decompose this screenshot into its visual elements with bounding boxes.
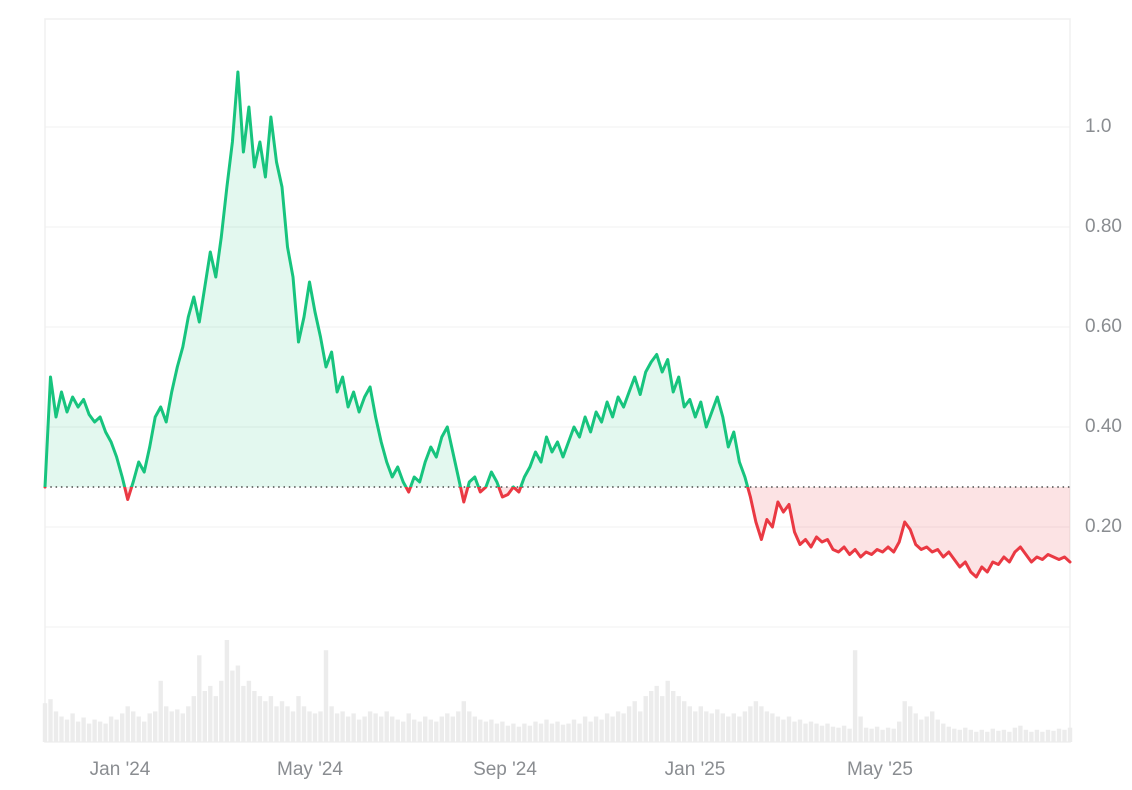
x-axis-label: Sep '24 [473, 759, 537, 780]
price-line-below-baseline [43, 487, 1072, 579]
price-line-above-baseline [43, 70, 750, 487]
gridlines [44, 18, 1071, 743]
x-axis-label: Jan '25 [664, 759, 726, 780]
area-below-baseline [45, 487, 1070, 577]
y-axis-label: 0.40 [1085, 416, 1122, 437]
volume-bars [42, 640, 1073, 742]
area-above-baseline [45, 72, 1070, 487]
y-axis-label: 0.80 [1085, 216, 1122, 237]
x-axis-label: May '24 [277, 759, 343, 780]
y-axis-label: 1.0 [1085, 116, 1112, 137]
x-axis-label: Jan '24 [89, 759, 151, 780]
y-axis-label: 0.20 [1085, 516, 1122, 537]
y-axis-label: 0.60 [1085, 316, 1122, 337]
x-axis-label: May '25 [847, 759, 913, 780]
